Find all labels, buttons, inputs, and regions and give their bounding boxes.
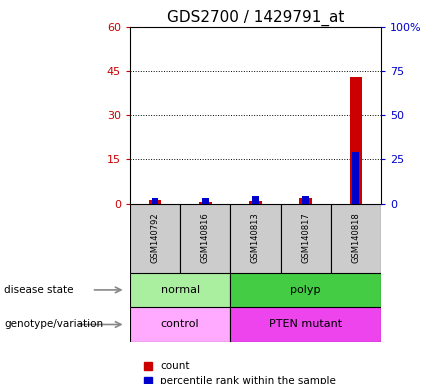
- Bar: [281, 204, 331, 273]
- Text: GSM140817: GSM140817: [301, 213, 310, 263]
- Text: genotype/variation: genotype/variation: [4, 319, 103, 329]
- Bar: [230, 273, 381, 307]
- Bar: [249, 200, 262, 204]
- Text: GSM140818: GSM140818: [352, 213, 360, 263]
- Text: GSM140792: GSM140792: [151, 213, 159, 263]
- Text: polyp: polyp: [291, 285, 321, 295]
- Bar: [202, 198, 209, 204]
- Title: GDS2700 / 1429791_at: GDS2700 / 1429791_at: [167, 9, 344, 25]
- Text: disease state: disease state: [4, 285, 74, 295]
- Bar: [331, 204, 381, 273]
- Bar: [152, 198, 158, 204]
- Bar: [230, 204, 281, 273]
- Text: normal: normal: [161, 285, 200, 295]
- Bar: [130, 204, 180, 273]
- Bar: [149, 200, 162, 204]
- Bar: [350, 77, 362, 204]
- Text: GSM140813: GSM140813: [251, 213, 260, 263]
- Bar: [300, 198, 312, 204]
- Text: GSM140816: GSM140816: [201, 213, 210, 263]
- Bar: [199, 202, 212, 204]
- Text: control: control: [161, 319, 200, 329]
- Text: PTEN mutant: PTEN mutant: [269, 319, 342, 329]
- Bar: [302, 195, 309, 204]
- Bar: [230, 307, 381, 342]
- Bar: [252, 195, 259, 204]
- Bar: [180, 204, 230, 273]
- Bar: [352, 152, 359, 204]
- Legend: count, percentile rank within the sample: count, percentile rank within the sample: [144, 361, 336, 384]
- Bar: [130, 273, 230, 307]
- Bar: [130, 307, 230, 342]
